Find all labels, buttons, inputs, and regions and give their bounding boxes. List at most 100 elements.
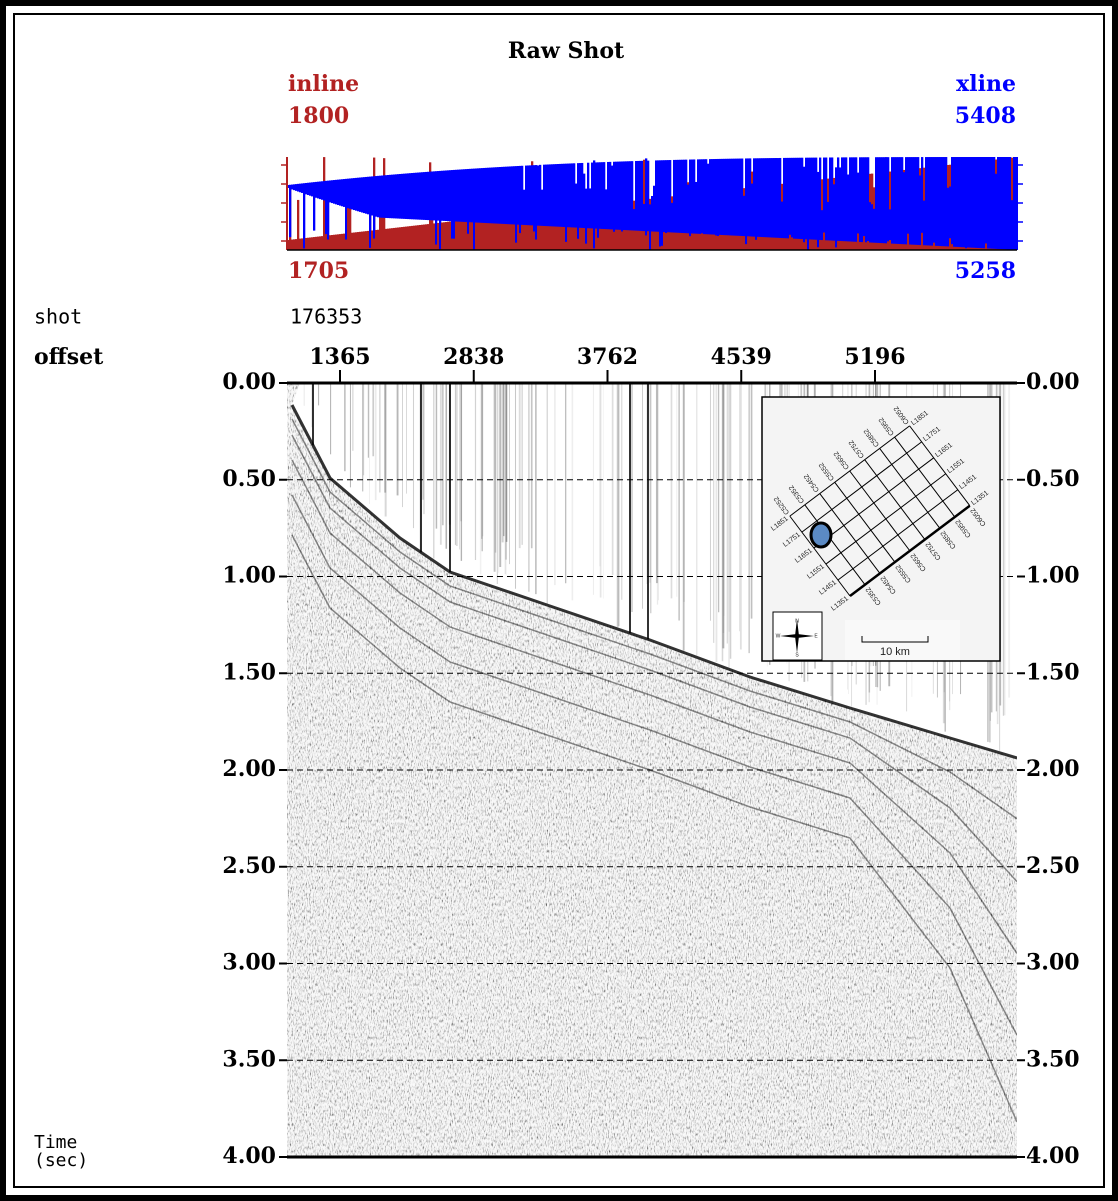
xline-bar xyxy=(853,157,856,242)
xline-bar xyxy=(703,159,706,235)
inline-bar xyxy=(437,222,440,250)
map-crossline xyxy=(864,459,926,540)
xline-bar xyxy=(755,158,758,240)
inline-bar xyxy=(445,222,448,250)
inline-bar xyxy=(371,230,374,250)
xline-bar xyxy=(591,162,594,229)
xline-bar xyxy=(523,189,526,225)
xline-bar xyxy=(637,160,640,231)
xline-bar xyxy=(977,157,980,248)
reflection xyxy=(291,418,1017,820)
xline-bar xyxy=(461,169,464,222)
xline-bar xyxy=(747,158,750,237)
reflection xyxy=(291,534,1017,1123)
xline-bar xyxy=(315,181,318,198)
xline-bar xyxy=(701,159,704,234)
xline-bar xyxy=(895,157,898,244)
xline-bar xyxy=(571,163,574,228)
xline-bar xyxy=(841,157,844,242)
xline-bar xyxy=(335,179,338,205)
xline-bar xyxy=(293,184,296,191)
xline-bar xyxy=(425,171,428,220)
xline-bar xyxy=(803,166,806,243)
y-tick-label-right: 2.50 xyxy=(1026,853,1080,879)
xline-bar xyxy=(457,169,460,222)
inline-bar xyxy=(461,220,464,250)
xline-bar xyxy=(897,157,900,244)
map-inline xyxy=(801,441,922,533)
xline-bar xyxy=(833,184,836,241)
xline-bar xyxy=(495,167,498,224)
xline-bar xyxy=(347,178,350,209)
xline-bar xyxy=(645,158,648,236)
inline-bar xyxy=(313,237,316,250)
xline-bar xyxy=(767,158,770,238)
xline-bar xyxy=(919,175,922,246)
xline-bar xyxy=(481,168,484,223)
inline-bar xyxy=(375,229,378,250)
inline-bar xyxy=(379,191,382,250)
xline-bar xyxy=(295,184,298,191)
xline-bar xyxy=(657,160,660,232)
xline-bar xyxy=(939,157,942,247)
xline-bar xyxy=(497,167,500,224)
xline-bar xyxy=(871,204,874,243)
xline-bar xyxy=(607,161,610,230)
map-crossline xyxy=(849,470,911,552)
map-crossline xyxy=(834,481,896,563)
y-tick-label: 2.50 xyxy=(222,853,276,879)
xline-bar xyxy=(777,158,780,238)
inline-bar xyxy=(501,215,504,250)
xline-bar xyxy=(661,160,664,246)
xline-bar xyxy=(519,165,522,234)
xline-bar xyxy=(499,167,502,224)
y-tick-label-right: 3.00 xyxy=(1026,950,1080,976)
inline-bottom: 1705 xyxy=(288,258,349,284)
xline-bar xyxy=(843,157,846,242)
xline-bar xyxy=(573,163,576,228)
xline-bar xyxy=(941,157,944,247)
inline-bar xyxy=(357,232,360,250)
xline-bar xyxy=(989,157,992,249)
xline-bar xyxy=(589,188,592,229)
inline-bar xyxy=(581,206,584,250)
xline-bar xyxy=(659,160,662,247)
inline-bar xyxy=(505,215,508,250)
inline-bar xyxy=(583,206,586,250)
xline-bar xyxy=(937,157,940,246)
inline-bar xyxy=(567,208,570,250)
xline-bar xyxy=(593,160,596,249)
xline-bar xyxy=(889,209,892,240)
xline-bar xyxy=(805,157,808,240)
xline-bar xyxy=(373,176,376,239)
xline-bar xyxy=(321,181,324,200)
xline-bar xyxy=(419,172,422,220)
xline-bar xyxy=(527,165,530,226)
xline-bar xyxy=(827,201,830,241)
xline-bar xyxy=(711,159,714,235)
inline-bar xyxy=(331,234,334,250)
inline-bar xyxy=(363,231,366,250)
xline-bottom: 5258 xyxy=(955,258,1016,284)
xline-bar xyxy=(555,164,558,227)
inline-bar xyxy=(287,240,290,250)
reflection xyxy=(291,494,1017,1036)
xline-bar xyxy=(403,173,406,219)
xline-bar xyxy=(455,169,458,222)
xline-bar xyxy=(835,167,838,248)
y-tick-label-right: 2.00 xyxy=(1026,756,1080,782)
xline-bar xyxy=(595,162,598,229)
xline-bar xyxy=(551,164,554,227)
xline-bar xyxy=(407,173,410,220)
xline-bar xyxy=(757,158,760,237)
compass-letter: W xyxy=(776,633,781,639)
map-crossline xyxy=(789,515,851,597)
inline-bar xyxy=(457,220,460,250)
xline-bar xyxy=(807,157,810,250)
xline-bar xyxy=(611,165,614,230)
inline-bar xyxy=(423,224,426,250)
inline-bar xyxy=(547,210,550,250)
xline-bar xyxy=(483,167,486,223)
xline-bar xyxy=(709,159,712,235)
xline-bar xyxy=(289,184,292,238)
